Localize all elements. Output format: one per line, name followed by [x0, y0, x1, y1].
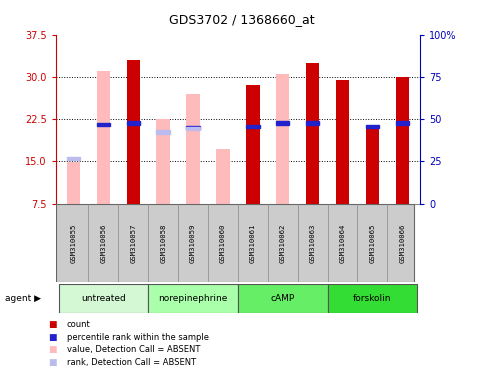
- Bar: [127, 121, 140, 124]
- Text: GSM310065: GSM310065: [369, 223, 375, 263]
- Bar: [306, 63, 319, 204]
- Text: GSM310056: GSM310056: [100, 223, 106, 263]
- Bar: [186, 94, 200, 204]
- Bar: [246, 85, 259, 204]
- Text: ■: ■: [48, 320, 57, 329]
- Text: GSM310066: GSM310066: [399, 223, 405, 263]
- Text: rank, Detection Call = ABSENT: rank, Detection Call = ABSENT: [67, 358, 196, 367]
- Bar: [148, 284, 238, 313]
- Text: GSM310063: GSM310063: [310, 223, 315, 263]
- Bar: [216, 149, 229, 204]
- Bar: [97, 123, 110, 126]
- Text: ■: ■: [48, 333, 57, 342]
- Bar: [97, 71, 110, 204]
- Text: GSM310060: GSM310060: [220, 223, 226, 263]
- Bar: [58, 284, 148, 313]
- Text: cAMP: cAMP: [270, 294, 295, 303]
- Bar: [336, 79, 349, 204]
- Text: GSM310059: GSM310059: [190, 223, 196, 263]
- Bar: [186, 126, 200, 129]
- Text: percentile rank within the sample: percentile rank within the sample: [67, 333, 209, 342]
- Bar: [366, 125, 379, 204]
- Text: GSM310057: GSM310057: [130, 223, 136, 263]
- Text: untreated: untreated: [81, 294, 126, 303]
- Text: GSM310061: GSM310061: [250, 223, 256, 263]
- Text: ■: ■: [48, 345, 57, 354]
- Bar: [327, 284, 417, 313]
- Bar: [366, 125, 379, 128]
- Text: GSM310055: GSM310055: [71, 223, 76, 263]
- Bar: [67, 157, 80, 160]
- Bar: [67, 162, 80, 204]
- Text: GDS3702 / 1368660_at: GDS3702 / 1368660_at: [169, 13, 314, 26]
- Bar: [246, 125, 259, 128]
- Text: count: count: [67, 320, 90, 329]
- Bar: [396, 77, 409, 204]
- Bar: [396, 121, 409, 124]
- Bar: [276, 121, 289, 124]
- Bar: [127, 60, 140, 204]
- Bar: [238, 284, 327, 313]
- Text: GSM310062: GSM310062: [280, 223, 286, 263]
- Text: value, Detection Call = ABSENT: value, Detection Call = ABSENT: [67, 345, 200, 354]
- Bar: [156, 131, 170, 134]
- Bar: [306, 121, 319, 124]
- Text: ■: ■: [48, 358, 57, 367]
- Text: norepinephrine: norepinephrine: [158, 294, 227, 303]
- Text: GSM310064: GSM310064: [340, 223, 345, 263]
- Bar: [156, 119, 170, 204]
- Text: forskolin: forskolin: [353, 294, 392, 303]
- Text: GSM310058: GSM310058: [160, 223, 166, 263]
- Bar: [276, 74, 289, 204]
- Text: agent ▶: agent ▶: [5, 294, 41, 303]
- Bar: [186, 127, 200, 130]
